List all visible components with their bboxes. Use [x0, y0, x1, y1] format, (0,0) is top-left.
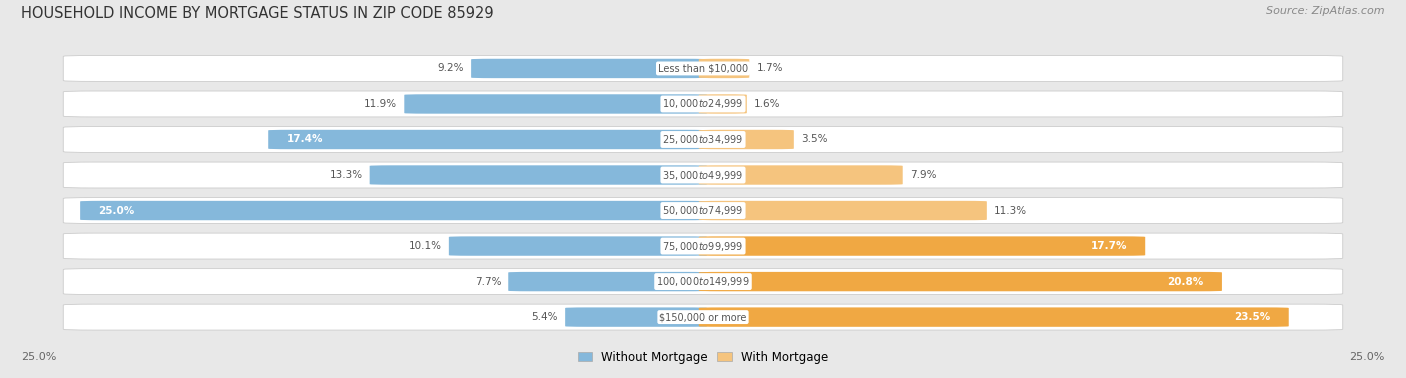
- FancyBboxPatch shape: [699, 307, 1289, 327]
- Text: 25.0%: 25.0%: [21, 352, 56, 362]
- FancyBboxPatch shape: [471, 59, 707, 78]
- Text: HOUSEHOLD INCOME BY MORTGAGE STATUS IN ZIP CODE 85929: HOUSEHOLD INCOME BY MORTGAGE STATUS IN Z…: [21, 6, 494, 21]
- Text: Source: ZipAtlas.com: Source: ZipAtlas.com: [1267, 6, 1385, 15]
- Text: 1.6%: 1.6%: [754, 99, 780, 109]
- Text: 13.3%: 13.3%: [329, 170, 363, 180]
- FancyBboxPatch shape: [63, 91, 1343, 117]
- FancyBboxPatch shape: [699, 130, 794, 149]
- FancyBboxPatch shape: [80, 201, 707, 220]
- Text: 17.4%: 17.4%: [287, 135, 323, 144]
- Text: 23.5%: 23.5%: [1234, 312, 1271, 322]
- Text: 1.7%: 1.7%: [756, 64, 783, 73]
- FancyBboxPatch shape: [699, 165, 903, 185]
- Text: $100,000 to $149,999: $100,000 to $149,999: [657, 275, 749, 288]
- Text: 25.0%: 25.0%: [1350, 352, 1385, 362]
- FancyBboxPatch shape: [63, 233, 1343, 259]
- FancyBboxPatch shape: [63, 162, 1343, 188]
- Text: 7.7%: 7.7%: [475, 277, 501, 287]
- FancyBboxPatch shape: [63, 127, 1343, 152]
- Text: $10,000 to $24,999: $10,000 to $24,999: [662, 98, 744, 110]
- Text: 3.5%: 3.5%: [801, 135, 827, 144]
- Legend: Without Mortgage, With Mortgage: Without Mortgage, With Mortgage: [574, 346, 832, 368]
- FancyBboxPatch shape: [269, 130, 707, 149]
- FancyBboxPatch shape: [508, 272, 707, 291]
- Text: 7.9%: 7.9%: [910, 170, 936, 180]
- FancyBboxPatch shape: [565, 307, 707, 327]
- Text: 11.9%: 11.9%: [364, 99, 398, 109]
- FancyBboxPatch shape: [63, 269, 1343, 294]
- FancyBboxPatch shape: [699, 236, 1146, 256]
- Text: 9.2%: 9.2%: [437, 64, 464, 73]
- Text: $25,000 to $34,999: $25,000 to $34,999: [662, 133, 744, 146]
- FancyBboxPatch shape: [699, 59, 749, 78]
- FancyBboxPatch shape: [699, 201, 987, 220]
- Text: Less than $10,000: Less than $10,000: [658, 64, 748, 73]
- FancyBboxPatch shape: [699, 94, 747, 114]
- FancyBboxPatch shape: [63, 198, 1343, 223]
- Text: $75,000 to $99,999: $75,000 to $99,999: [662, 240, 744, 253]
- FancyBboxPatch shape: [63, 304, 1343, 330]
- Text: $35,000 to $49,999: $35,000 to $49,999: [662, 169, 744, 181]
- Text: 5.4%: 5.4%: [531, 312, 558, 322]
- Text: $50,000 to $74,999: $50,000 to $74,999: [662, 204, 744, 217]
- FancyBboxPatch shape: [699, 272, 1222, 291]
- Text: $150,000 or more: $150,000 or more: [659, 312, 747, 322]
- Text: 17.7%: 17.7%: [1091, 241, 1128, 251]
- Text: 20.8%: 20.8%: [1167, 277, 1204, 287]
- Text: 11.3%: 11.3%: [994, 206, 1026, 215]
- FancyBboxPatch shape: [370, 165, 707, 185]
- FancyBboxPatch shape: [449, 236, 707, 256]
- FancyBboxPatch shape: [405, 94, 707, 114]
- Text: 25.0%: 25.0%: [98, 206, 135, 215]
- Text: 10.1%: 10.1%: [409, 241, 441, 251]
- FancyBboxPatch shape: [63, 56, 1343, 81]
